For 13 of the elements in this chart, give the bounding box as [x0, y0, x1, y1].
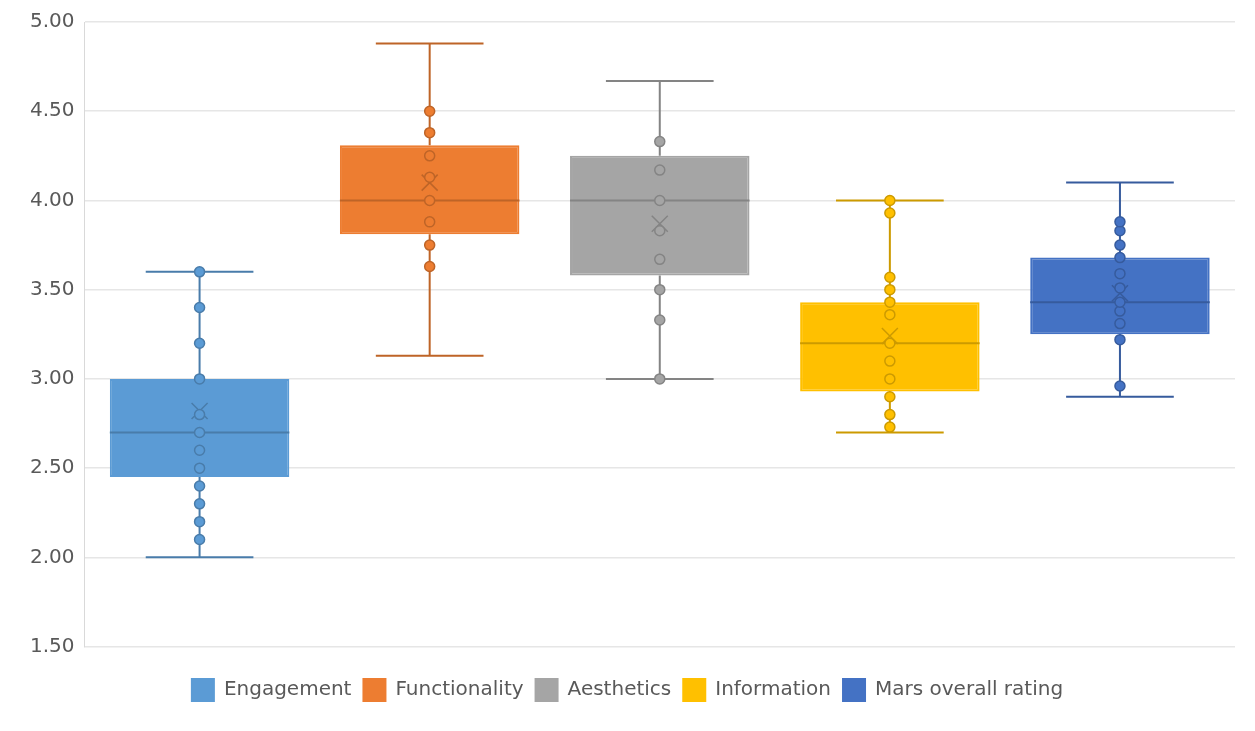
- y-tick-label: 3.00: [30, 365, 75, 390]
- legend-label: Mars overall rating: [875, 676, 1064, 701]
- y-tick-label: 4.00: [30, 186, 75, 211]
- y-tick-label: 5.00: [30, 8, 75, 33]
- legend-label: Aesthetics: [567, 676, 672, 701]
- y-tick-label: 4.50: [30, 97, 75, 122]
- y-tick-label: 2.00: [30, 543, 75, 568]
- legend-label: Functionality: [395, 676, 524, 701]
- y-tick-label: 1.50: [30, 632, 75, 657]
- y-tick-label: 2.50: [30, 454, 75, 479]
- y-tick-label: 3.50: [30, 275, 75, 300]
- legend-label: Engagement: [223, 676, 352, 701]
- legend-label: Information: [715, 676, 832, 701]
